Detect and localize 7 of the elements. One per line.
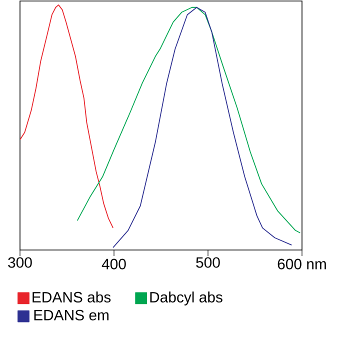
legend-label: Dabcyl abs [150, 292, 222, 306]
legend-label: EDANS abs [32, 292, 111, 303]
x-tick-label: 600 nm [278, 258, 326, 270]
x-tick-label: 500 [196, 257, 220, 268]
legend-label: EDANS em [34, 310, 108, 320]
x-tick-label: 300 [8, 257, 32, 268]
x-tick-label: 400 [102, 258, 126, 270]
